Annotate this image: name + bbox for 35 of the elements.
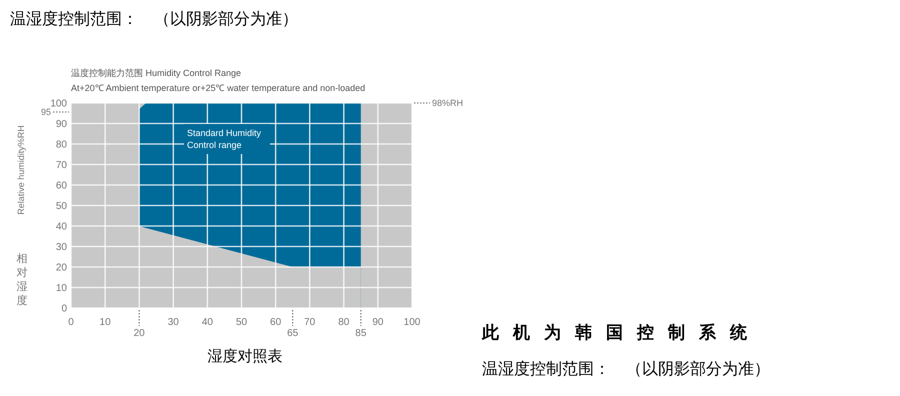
- y-axis-title: Relative humidity%RH: [16, 125, 26, 215]
- y-tick-label: 40: [56, 222, 68, 232]
- text: 温湿度控制范围： （以阴影部分为准）: [482, 360, 770, 378]
- text: 温湿度控制范围： （以阴影部分为准）: [10, 10, 298, 28]
- y-tick-label: 10: [56, 283, 68, 294]
- y-tick-label: 100: [50, 98, 68, 110]
- x-tick-label: 40: [202, 317, 214, 328]
- x-tick-label: 50: [236, 317, 248, 328]
- x-tick-label: 80: [338, 317, 350, 328]
- ref-line-label: 20: [134, 328, 146, 339]
- text: 95: [40, 107, 51, 117]
- chart-subtitle: At+20℃ Ambient temperature or+25℃ water temperature and non-loaded: [71, 83, 366, 93]
- ref-line-label: 65: [287, 328, 299, 339]
- x-tick-label: 0: [68, 317, 74, 328]
- y-tick-label: 30: [56, 242, 68, 253]
- y-tick-label: 90: [56, 119, 68, 130]
- x-tick-label: 100: [404, 317, 421, 328]
- y-tick-label: 70: [56, 160, 68, 171]
- x-tick-label: 10: [100, 317, 112, 328]
- y-tick-label: 80: [56, 140, 68, 150]
- text: 相对湿度: [16, 252, 28, 307]
- x-tick-label: 90: [372, 317, 384, 328]
- x-tick-label: 30: [168, 317, 180, 328]
- ref-line-label: 85: [355, 328, 367, 339]
- chart-title: 温度控制能力范围 Humidity Control Range: [71, 68, 242, 78]
- text: 98%RH: [432, 98, 464, 108]
- x-tick-label: 70: [304, 317, 316, 328]
- annotation: Standard Humidity Control range: [187, 128, 262, 150]
- y-tick-label: 60: [56, 180, 68, 192]
- y-tick-label: 20: [56, 262, 68, 274]
- x-axis-title: 湿度对照表: [208, 348, 282, 365]
- y-tick-label: 0: [61, 304, 68, 314]
- x-tick-label: 60: [270, 317, 282, 328]
- text: 此机为韩国控制系统: [481, 323, 761, 342]
- y-tick-label: 50: [56, 201, 68, 212]
